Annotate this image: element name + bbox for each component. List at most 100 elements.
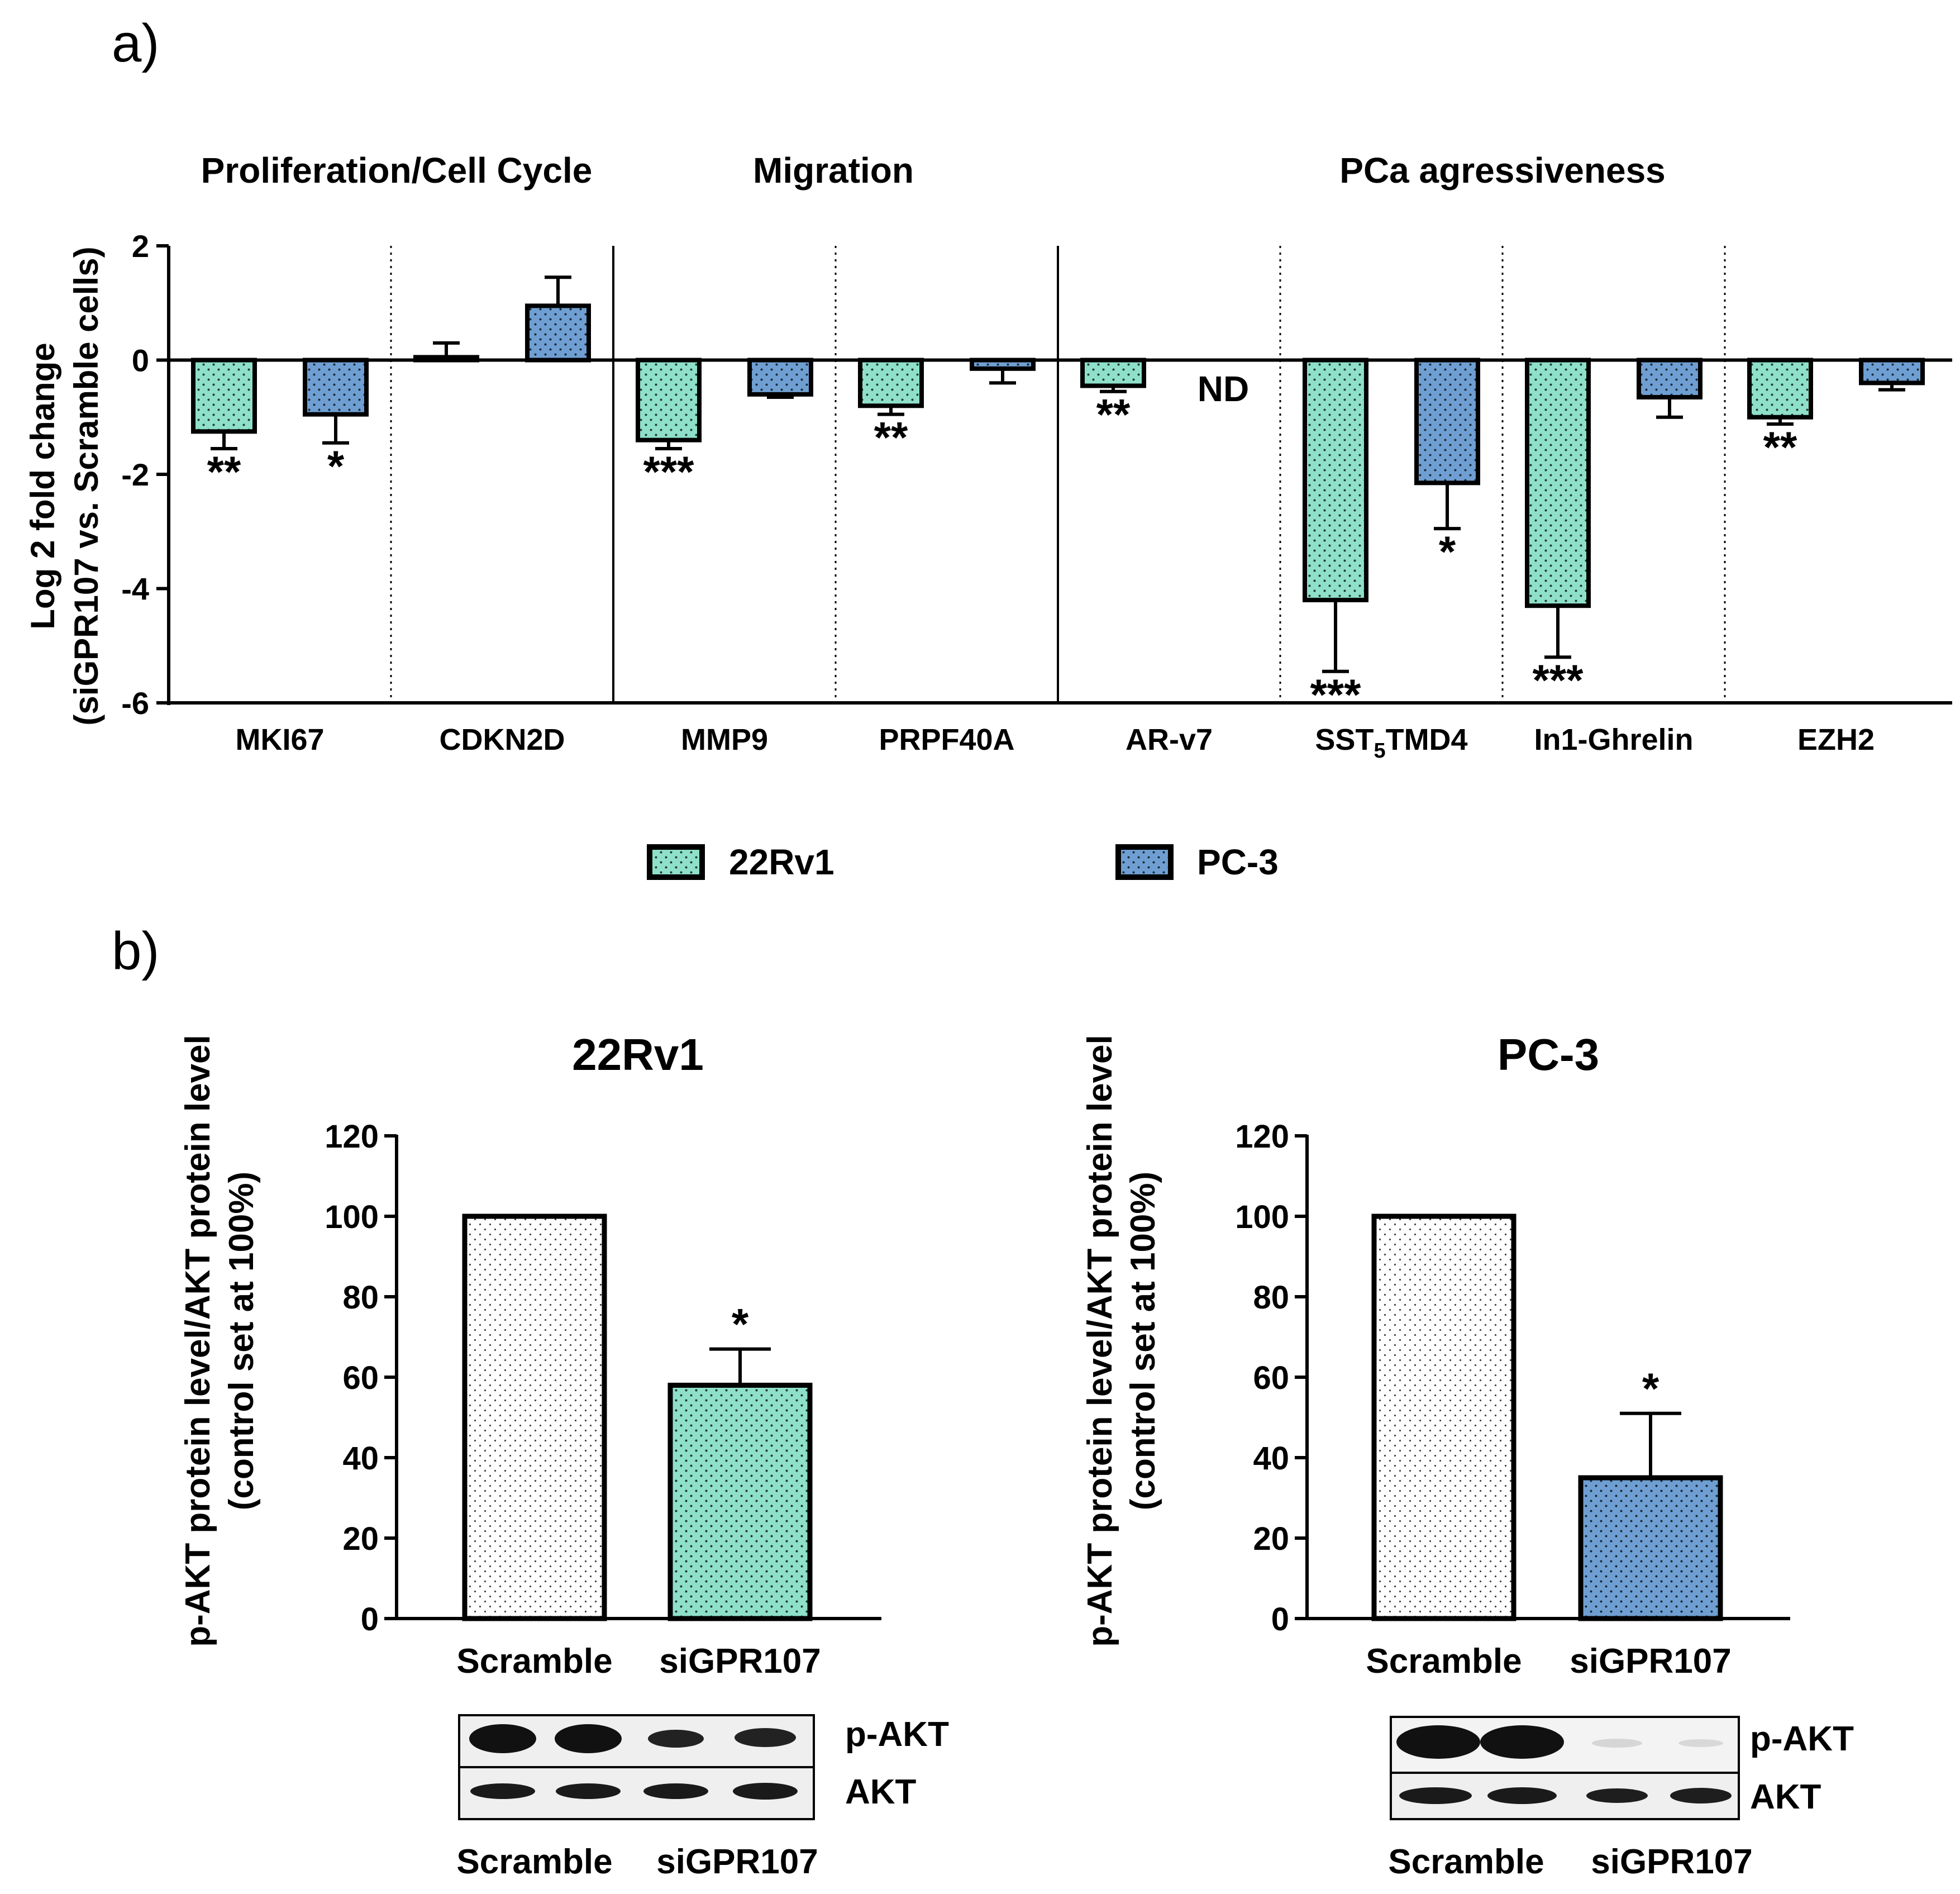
blot-band [648, 1730, 704, 1748]
bar-sigpr107 [1578, 1475, 1723, 1621]
significance-marker: *** [643, 447, 694, 496]
y-tick-label: 100 [1235, 1199, 1289, 1235]
significance-marker: * [327, 441, 345, 491]
significance-marker: *** [1532, 655, 1584, 705]
y-tick-label: 60 [1253, 1360, 1289, 1396]
y-tick-label: -4 [121, 572, 149, 607]
chart-a-bars [191, 275, 1925, 673]
blot-band [1399, 1787, 1472, 1804]
y-tick-label: -2 [121, 457, 149, 492]
y-tick-label: 120 [325, 1119, 379, 1155]
chart-a-ylabel2: (siGPR107 vs. Scramble cells) [68, 246, 105, 725]
chart-title: 22Rv1 [572, 1030, 704, 1079]
x-category-label: MMP9 [681, 723, 768, 756]
bar-pc3 [747, 358, 813, 397]
significance-marker: * [732, 1300, 749, 1349]
significance-marker: ** [207, 447, 241, 496]
x-category-label: siGPR107 [659, 1642, 821, 1681]
significance-marker: *** [1310, 670, 1361, 719]
group-title-pca: PCa agressiveness [1339, 150, 1666, 191]
blot-band [1678, 1739, 1723, 1747]
legend: 22Rv1 PC-3 [647, 842, 1279, 882]
chart-b-pc3: PC-3 p-AKT protein level/AKT protein leve… [1081, 1030, 1790, 1681]
group-title-proliferation: Proliferation/Cell Cycle [201, 150, 593, 191]
significance-marker: ** [1763, 422, 1797, 472]
bar-22rv1 [1525, 358, 1591, 608]
blot-band [555, 1724, 622, 1753]
significance-marker: * [1642, 1364, 1659, 1413]
blot-band [1670, 1788, 1732, 1803]
significance-marker: * [1439, 527, 1456, 576]
y-axis-label: p-AKT protein level/AKT protein level [1081, 1035, 1119, 1646]
blot-band [470, 1783, 535, 1799]
bar-22rv1 [858, 358, 924, 408]
bar-scramble [1371, 1214, 1517, 1621]
legend-swatch-22rv1 [647, 844, 705, 880]
y-tick-label: 80 [342, 1279, 379, 1316]
x-category-label: CDKN2D [439, 723, 565, 756]
x-category-label: PRPF40A [879, 723, 1014, 756]
blot-band [469, 1724, 536, 1753]
y-tick-label: 40 [1253, 1440, 1289, 1477]
panel-b-label: b) [112, 921, 159, 981]
blot-row-label-pakt: p-AKT [1750, 1720, 1854, 1758]
bar-22rv1 [1303, 358, 1368, 602]
x-category-label: SST5TMD4 [1315, 723, 1467, 763]
panel-a-label: a) [112, 13, 159, 73]
western-blot-pc3: p-AKT AKT Scramble siGPR107 [1388, 1716, 1854, 1881]
chart-a-labels: -6 -4 -2 0 2 MKI67 CDKN2D MMP9 PRPF40A AR-v7 SST5T… [121, 229, 1875, 763]
group-title-migration: Migration [753, 150, 914, 191]
blot-row-label-akt: AKT [1750, 1778, 1821, 1816]
blot-band [1480, 1725, 1564, 1759]
legend-label-22rv1: 22Rv1 [729, 842, 834, 882]
bar-pc3 [1859, 358, 1925, 386]
bar-sigpr107 [667, 1382, 813, 1621]
y-tick-label: 20 [342, 1521, 379, 1557]
y-tick-label: 0 [1271, 1601, 1289, 1638]
significance-marker: ** [874, 413, 908, 462]
blot-lane-label-scramble: Scramble [1388, 1843, 1544, 1881]
blot-band [733, 1783, 798, 1800]
y-tick-label: 120 [1235, 1119, 1289, 1155]
blot-band [1396, 1725, 1480, 1759]
bar-22rv1 [191, 358, 257, 434]
y-tick-label: 60 [342, 1360, 379, 1396]
western-blot-22rv1: p-AKT AKT Scramble siGPR107 [456, 1714, 949, 1881]
legend-label-pc3: PC-3 [1197, 842, 1279, 882]
bar-22rv1 [636, 358, 702, 442]
y-tick-label: 20 [1253, 1521, 1289, 1557]
blot-band [735, 1728, 796, 1747]
y-axis-label-2: (control set at 100%) [1124, 1172, 1162, 1510]
bar-pc3 [1637, 358, 1703, 399]
bar-22rv1 [1080, 358, 1146, 388]
chart-a-ylabel: Log 2 fold change [24, 342, 61, 629]
legend-swatch-pc3 [1115, 844, 1174, 880]
y-tick-label: 40 [342, 1440, 379, 1477]
significance-marker: ** [1096, 390, 1131, 439]
blot-lane-label-sigpr107: siGPR107 [656, 1843, 818, 1881]
x-category-label: AR-v7 [1126, 723, 1213, 756]
y-tick-label: -6 [121, 686, 149, 721]
y-axis-label: p-AKT protein level/AKT protein level [179, 1035, 217, 1646]
bar-22rv1 [1747, 358, 1813, 420]
y-axis-label-2: (control set at 100%) [222, 1172, 261, 1510]
blot-lane-label-sigpr107: siGPR107 [1591, 1843, 1753, 1881]
x-category-label: siGPR107 [1570, 1642, 1732, 1681]
y-tick-label: 100 [325, 1199, 379, 1235]
blot-band [1586, 1788, 1648, 1803]
x-category-label: EZH2 [1797, 723, 1875, 756]
blot-row-label-akt: AKT [845, 1773, 917, 1811]
chart-a-dividers [390, 246, 1726, 703]
blot-lane-label-scramble: Scramble [456, 1843, 612, 1881]
nd-label: ND [1198, 369, 1249, 409]
y-tick-label: 0 [132, 343, 149, 378]
x-category-label: Scramble [456, 1642, 612, 1681]
bar-pc3 [1414, 358, 1480, 486]
y-tick-label: 0 [361, 1601, 379, 1638]
bar-pc3 [525, 303, 591, 363]
x-category-label: In1-Ghrelin [1534, 723, 1693, 756]
x-category-label: MKI67 [235, 723, 324, 756]
chart-title: PC-3 [1498, 1030, 1599, 1079]
y-tick-label: 2 [132, 229, 149, 264]
